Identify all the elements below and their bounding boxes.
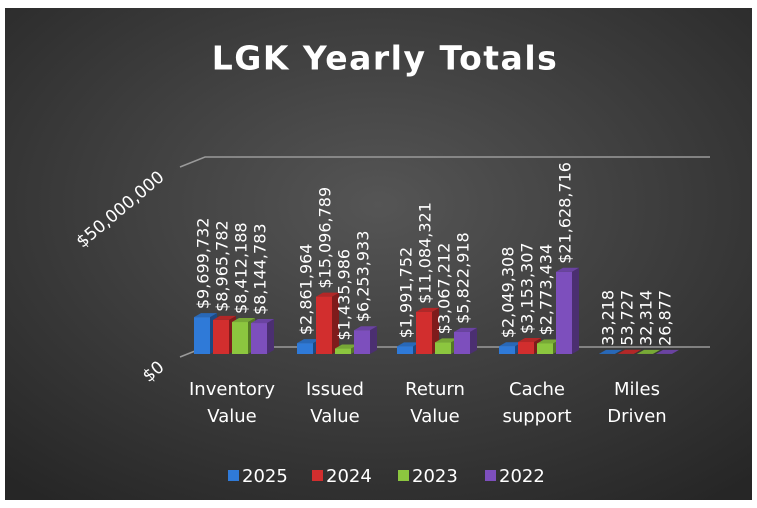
data-label: $11,084,321	[416, 202, 435, 304]
bar	[251, 323, 267, 354]
bar	[454, 331, 470, 354]
bar	[416, 311, 432, 354]
bar-top	[637, 349, 660, 354]
bar	[232, 322, 248, 354]
data-label: $8,412,188	[232, 222, 251, 314]
bar	[435, 342, 451, 354]
bar-side	[332, 292, 339, 354]
bar-top	[656, 349, 679, 354]
bar-side	[634, 349, 641, 354]
bar	[556, 271, 572, 354]
bar	[213, 319, 229, 354]
bar-side	[470, 327, 477, 354]
bar-top	[354, 326, 377, 331]
bar-top	[499, 342, 522, 347]
bar-side	[370, 326, 377, 354]
bar-top	[618, 349, 641, 354]
data-label: $2,861,964	[297, 244, 316, 336]
bar-top	[297, 339, 320, 344]
x-tick-label: Inventory Value	[189, 379, 275, 427]
x-tick-label: Return Value	[405, 379, 465, 427]
data-label: $8,144,783	[251, 223, 270, 315]
bar-top	[556, 267, 579, 272]
bar	[335, 348, 351, 354]
data-label: $3,067,212	[435, 243, 454, 335]
legend-marker	[398, 470, 409, 481]
data-label: $2,049,308	[499, 247, 518, 339]
legend-label: 2024	[326, 466, 372, 487]
legend-marker	[312, 470, 323, 481]
bar-top	[518, 338, 541, 343]
bar-top	[397, 342, 420, 347]
legend-label: 2023	[412, 466, 458, 487]
data-label: 53,727	[618, 290, 637, 346]
bar-top	[335, 344, 358, 349]
data-label: 33,218	[599, 290, 618, 346]
bar-side	[615, 349, 622, 354]
bar	[194, 317, 210, 354]
bar-top	[454, 327, 477, 332]
data-label: $9,699,732	[194, 218, 213, 310]
x-tick-label: Cache support	[502, 379, 572, 427]
bar	[397, 346, 413, 354]
data-label: $1,991,752	[397, 247, 416, 339]
bar	[518, 342, 534, 354]
legend-label: 2022	[499, 466, 545, 487]
bar-top	[599, 349, 622, 354]
bar-top	[316, 292, 339, 297]
bar-top	[416, 307, 439, 312]
bar-top	[213, 315, 236, 320]
bar-top	[232, 318, 255, 323]
bar-side	[672, 349, 679, 354]
legend-marker	[228, 470, 239, 481]
bar-side	[267, 319, 274, 354]
data-label: $2,773,434	[537, 244, 556, 336]
bar-top	[194, 313, 217, 318]
x-tick-label: Issued Value	[306, 379, 364, 427]
data-label: $5,822,918	[454, 232, 473, 324]
bar	[316, 296, 332, 354]
data-label: $1,435,986	[335, 249, 354, 341]
chart-background	[5, 8, 752, 500]
bar	[499, 346, 515, 354]
data-label: $15,096,789	[316, 187, 335, 289]
data-label: $6,253,933	[354, 231, 373, 323]
grid-line	[179, 156, 710, 168]
data-label: 26,877	[656, 290, 675, 346]
legend-marker	[485, 470, 496, 481]
x-tick-label: Miles Driven	[607, 379, 667, 427]
bar-top	[435, 338, 458, 343]
bar	[354, 330, 370, 354]
legend-label: 2025	[242, 466, 288, 487]
data-label: $8,965,782	[213, 220, 232, 312]
data-label: $21,628,716	[556, 162, 575, 264]
bar-top	[537, 339, 560, 344]
bar	[537, 343, 553, 354]
bar-side	[572, 267, 579, 354]
bar-top	[251, 319, 274, 324]
data-label: 32,314	[637, 290, 656, 346]
data-label: $3,153,307	[518, 242, 537, 334]
chart-title: LGK Yearly Totals	[212, 39, 559, 78]
bar-side	[653, 349, 660, 354]
bar	[297, 343, 313, 354]
